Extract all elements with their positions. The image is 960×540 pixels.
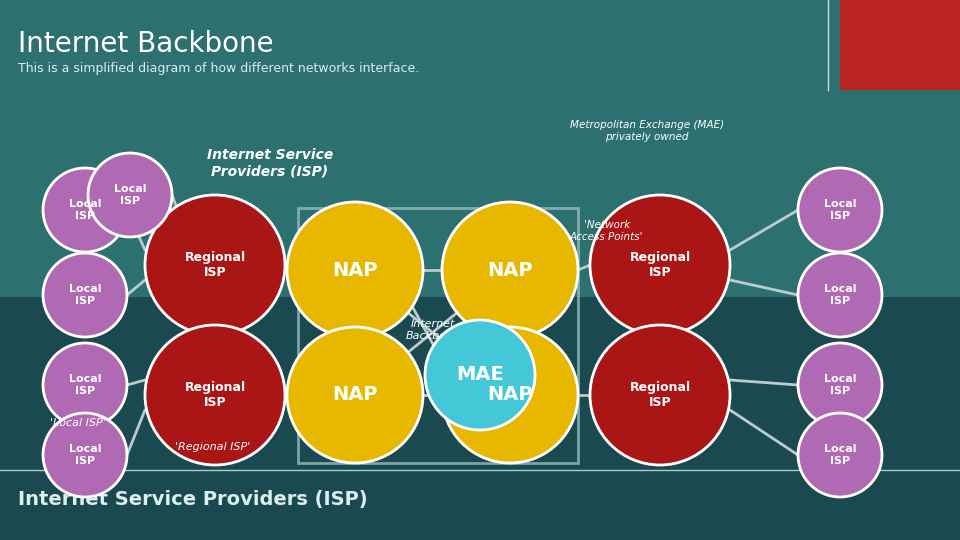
- Text: NAP: NAP: [488, 386, 533, 404]
- Text: Local
ISP: Local ISP: [824, 284, 856, 306]
- Circle shape: [43, 168, 127, 252]
- Text: NAP: NAP: [332, 260, 377, 280]
- Text: Local
ISP: Local ISP: [113, 184, 146, 206]
- Circle shape: [43, 413, 127, 497]
- Circle shape: [798, 413, 882, 497]
- Circle shape: [442, 202, 578, 338]
- Text: Internet Service
Providers (ISP): Internet Service Providers (ISP): [206, 148, 333, 178]
- Text: NAP: NAP: [332, 386, 377, 404]
- Circle shape: [88, 153, 172, 237]
- Text: NAP: NAP: [488, 260, 533, 280]
- Circle shape: [287, 327, 423, 463]
- Text: Local
ISP: Local ISP: [69, 374, 101, 396]
- Circle shape: [798, 343, 882, 427]
- Text: Regional
ISP: Regional ISP: [630, 251, 690, 279]
- Text: Local
ISP: Local ISP: [69, 284, 101, 306]
- Text: Local
ISP: Local ISP: [824, 374, 856, 396]
- FancyBboxPatch shape: [840, 0, 960, 90]
- Text: Regional
ISP: Regional ISP: [630, 381, 690, 409]
- Text: Local
ISP: Local ISP: [69, 199, 101, 221]
- Text: Internet Backbone: Internet Backbone: [18, 30, 274, 58]
- Text: Internet
Backbone: Internet Backbone: [405, 319, 461, 341]
- Text: Internet Service Providers (ISP): Internet Service Providers (ISP): [18, 490, 368, 509]
- Text: Regional
ISP: Regional ISP: [184, 251, 246, 279]
- FancyBboxPatch shape: [0, 0, 960, 297]
- Text: MAE: MAE: [456, 366, 504, 384]
- Text: This is a simplified diagram of how different networks interface.: This is a simplified diagram of how diff…: [18, 62, 420, 75]
- Text: Local
ISP: Local ISP: [69, 444, 101, 466]
- Circle shape: [145, 325, 285, 465]
- Text: Regional
ISP: Regional ISP: [184, 381, 246, 409]
- Text: Local
ISP: Local ISP: [824, 444, 856, 466]
- Text: 'Regional ISP': 'Regional ISP': [175, 442, 251, 452]
- Circle shape: [425, 320, 535, 430]
- Circle shape: [442, 327, 578, 463]
- Text: 'Local ISP': 'Local ISP': [50, 418, 106, 428]
- Text: Metropolitan Exchange (MAE)
privately owned: Metropolitan Exchange (MAE) privately ow…: [570, 120, 724, 141]
- Circle shape: [590, 195, 730, 335]
- Circle shape: [798, 253, 882, 337]
- Circle shape: [287, 202, 423, 338]
- Circle shape: [145, 195, 285, 335]
- Circle shape: [43, 253, 127, 337]
- Circle shape: [43, 343, 127, 427]
- Text: 'Network
Access Points': 'Network Access Points': [570, 220, 643, 241]
- Circle shape: [590, 325, 730, 465]
- Text: Local
ISP: Local ISP: [824, 199, 856, 221]
- Circle shape: [798, 168, 882, 252]
